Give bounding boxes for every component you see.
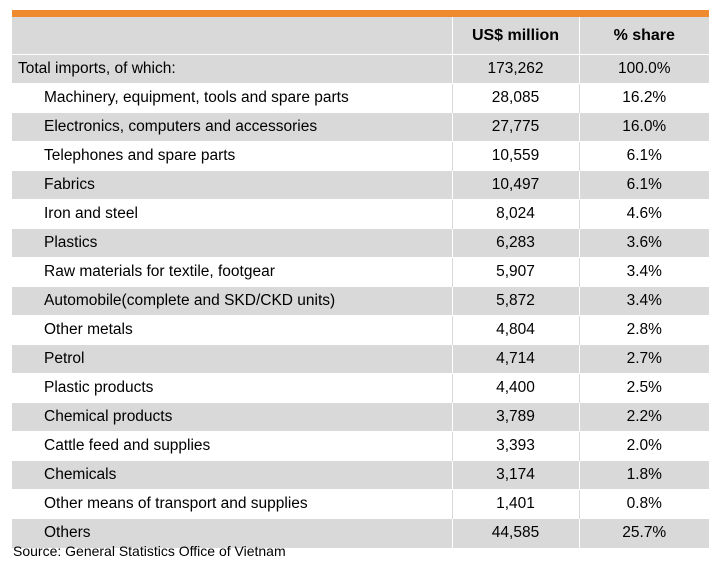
table-row: Others 44,585 25.7% [12,518,709,548]
source-note: Source: General Statistics Office of Vie… [13,543,286,559]
row-label: Cattle feed and supplies [12,431,452,461]
row-value: 5,872 [451,286,579,316]
table-row: Electronics, computers and accessories 27… [12,112,709,142]
header-item [12,17,452,55]
row-share: 6.1% [578,141,709,171]
row-label: Electronics, computers and accessories [12,112,452,142]
row-value: 6,283 [451,228,579,258]
row-value: 3,393 [451,431,579,461]
row-value: 5,907 [451,257,579,287]
row-share: 3.4% [578,257,709,287]
row-share: 6.1% [578,170,709,200]
row-value: 3,789 [451,402,579,432]
row-label: Telephones and spare parts [12,141,452,171]
row-share: 1.8% [578,460,709,490]
row-label: Raw materials for textile, footgear [12,257,452,287]
row-share: 2.5% [578,373,709,403]
row-share: 4.6% [578,199,709,229]
row-label: Petrol [12,344,452,374]
row-value: 28,085 [451,83,579,113]
row-share: 2.2% [578,402,709,432]
table-row: Other means of transport and supplies 1,4… [12,489,709,519]
row-value: 4,714 [451,344,579,374]
row-label: Iron and steel [12,199,452,229]
row-share: 2.0% [578,431,709,461]
table-row: Iron and steel 8,024 4.6% [12,199,709,229]
row-value: 3,174 [451,460,579,490]
total-label: Total imports, of which: [12,54,452,84]
row-share: 16.0% [578,112,709,142]
row-share: 3.4% [578,286,709,316]
row-share: 25.7% [578,518,709,548]
table-row: Chemicals 3,174 1.8% [12,460,709,490]
row-label: Chemicals [12,460,452,490]
row-share: 16.2% [578,83,709,113]
row-label: Chemical products [12,402,452,432]
header-row: US$ million % share [12,17,709,55]
row-label: Automobile(complete and SKD/CKD units) [12,286,452,316]
table-row: Raw materials for textile, footgear 5,907… [12,257,709,287]
table-row: Plastic products 4,400 2.5% [12,373,709,403]
table-row: Automobile(complete and SKD/CKD units) 5,… [12,286,709,316]
imports-table-container: US$ million % share Total imports, of wh… [12,10,709,548]
table-row: Telephones and spare parts 10,559 6.1% [12,141,709,171]
row-share: 3.6% [578,228,709,258]
table-row: Petrol 4,714 2.7% [12,344,709,374]
row-label: Fabrics [12,170,452,200]
table-row: Other metals 4,804 2.8% [12,315,709,345]
row-share: 0.8% [578,489,709,519]
table-row: Cattle feed and supplies 3,393 2.0% [12,431,709,461]
row-value: 10,559 [451,141,579,171]
total-row: Total imports, of which: 173,262 100.0% [12,54,709,84]
row-value: 4,804 [451,315,579,345]
header-value: US$ million [451,17,579,55]
table-row: Fabrics 10,497 6.1% [12,170,709,200]
row-label: Other means of transport and supplies [12,489,452,519]
header-share: % share [578,17,709,55]
row-value: 10,497 [451,170,579,200]
row-label: Others [12,518,452,548]
row-value: 4,400 [451,373,579,403]
total-share: 100.0% [578,54,709,84]
row-value: 27,775 [451,112,579,142]
total-value: 173,262 [451,54,579,84]
row-value: 1,401 [451,489,579,519]
row-value: 44,585 [451,518,579,548]
row-value: 8,024 [451,199,579,229]
row-label: Plastic products [12,373,452,403]
table-row: Chemical products 3,789 2.2% [12,402,709,432]
row-label: Machinery, equipment, tools and spare pa… [12,83,452,113]
accent-bar [12,10,709,17]
row-label: Plastics [12,228,452,258]
table-row: Machinery, equipment, tools and spare pa… [12,83,709,113]
imports-table: US$ million % share Total imports, of wh… [12,17,709,548]
row-label: Other metals [12,315,452,345]
table-row: Plastics 6,283 3.6% [12,228,709,258]
row-share: 2.7% [578,344,709,374]
row-share: 2.8% [578,315,709,345]
